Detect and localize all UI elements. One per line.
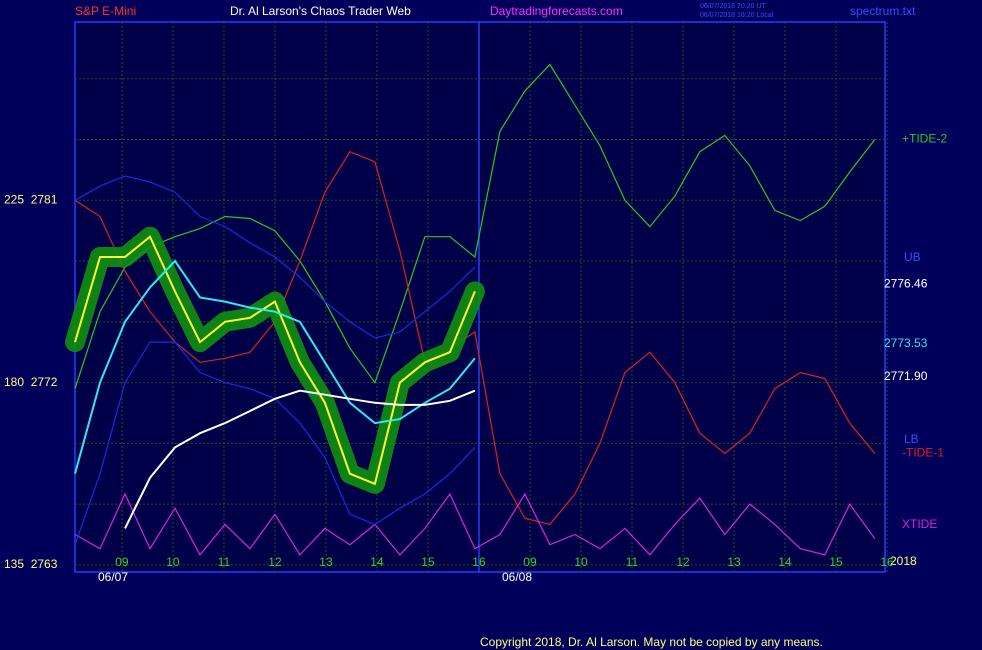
series-line bbox=[74, 259, 476, 474]
x-tick-label: 13 bbox=[319, 555, 333, 569]
series-label: XTIDE bbox=[902, 517, 937, 531]
series-line bbox=[74, 492, 876, 556]
x-tick-label: 09 bbox=[115, 555, 129, 569]
series-label: -TIDE-1 bbox=[902, 446, 944, 460]
series-line bbox=[74, 63, 876, 389]
date-label: 06/07 bbox=[98, 570, 128, 584]
x-tick-label: 11 bbox=[626, 555, 639, 569]
series-label: LB bbox=[904, 432, 919, 446]
series-line bbox=[124, 389, 476, 529]
timestamp: 06/07/2018 20:20 UT bbox=[700, 3, 766, 10]
series-label: +TIDE-2 bbox=[902, 132, 947, 146]
series-line bbox=[74, 235, 476, 486]
y-tick-label: 180 2772 bbox=[4, 375, 58, 389]
website: Daytradingforecasts.com bbox=[490, 4, 623, 18]
end-value-label: 2771.90 bbox=[884, 369, 928, 383]
lines bbox=[65, 63, 876, 556]
end-value-label: 2776.46 bbox=[884, 276, 928, 290]
date-label: 06/08 bbox=[502, 570, 532, 584]
x-tick-label: 13 bbox=[727, 555, 741, 569]
x-tick-label: 09 bbox=[523, 555, 537, 569]
series-label: UB bbox=[904, 250, 921, 264]
instrument: S&P E-Mini bbox=[75, 4, 136, 18]
x-tick-label: 10 bbox=[166, 555, 180, 569]
y-tick-label: 135 2763 bbox=[4, 557, 58, 571]
series-line bbox=[74, 175, 476, 339]
x-tick-label: 16 bbox=[880, 555, 894, 569]
x-tick-label: 12 bbox=[676, 555, 690, 569]
x-tick-label: 12 bbox=[268, 555, 282, 569]
x-tick-label: 14 bbox=[778, 555, 792, 569]
x-tick-label: 15 bbox=[421, 555, 435, 569]
series-line bbox=[74, 150, 876, 526]
file-name: spectrum.txt bbox=[850, 4, 916, 18]
year-label: 2018 bbox=[890, 554, 917, 568]
copyright: Copyright 2018, Dr. Al Larson. May not b… bbox=[480, 635, 823, 649]
x-tick-label: 15 bbox=[829, 555, 843, 569]
x-tick-label: 16 bbox=[472, 555, 486, 569]
chart-title: Dr. Al Larson's Chaos Trader Web bbox=[230, 4, 411, 18]
x-tick-label: 11 bbox=[218, 555, 231, 569]
x-tick-label: 10 bbox=[574, 555, 588, 569]
x-tick-label: 14 bbox=[370, 555, 384, 569]
grid bbox=[75, 22, 888, 572]
timestamp: 06/07/2018 16:20 Local bbox=[700, 12, 774, 19]
end-value-label: 2773.53 bbox=[884, 336, 928, 350]
y-tick-label: 225 2781 bbox=[4, 192, 58, 206]
